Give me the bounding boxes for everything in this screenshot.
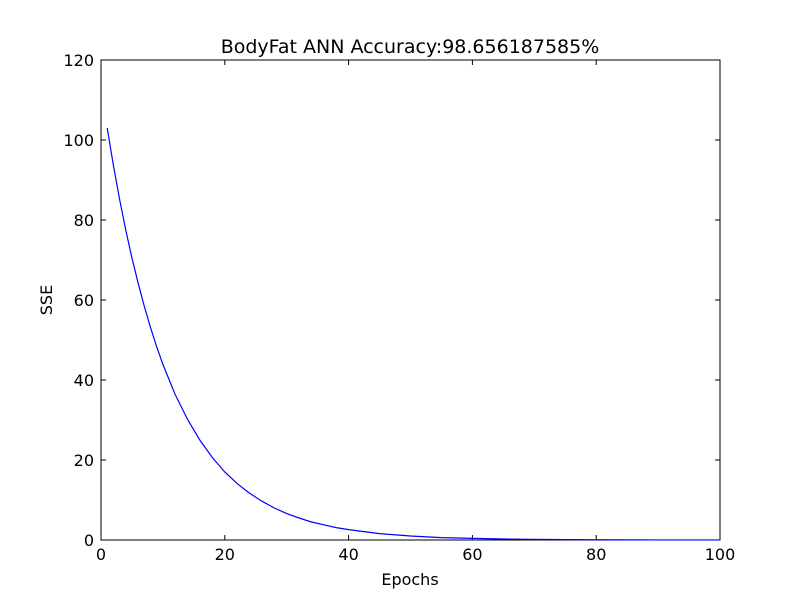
y-tick-label: 20	[74, 451, 94, 470]
x-tick-label: 40	[338, 545, 358, 564]
y-tick-label: 0	[84, 531, 94, 550]
chart-title: BodyFat ANN Accuracy:98.656187585%	[221, 36, 600, 58]
x-tick-label: 0	[96, 545, 106, 564]
x-tick-label: 80	[586, 545, 606, 564]
y-tick-label: 120	[63, 51, 94, 70]
plot-area: 0 20 40 60 80 100 0 20 40 60 80 100 120	[63, 51, 735, 564]
series-line	[106, 127, 720, 541]
y-tick-label: 40	[74, 371, 94, 390]
y-axis-label: SSE	[37, 285, 56, 315]
y-tick-label: 100	[63, 131, 94, 150]
axes-frame	[100, 59, 721, 541]
y-ticks: 0 20 40 60 80 100 120	[63, 51, 720, 550]
y-tick-label: 60	[74, 291, 94, 310]
x-tick-label: 100	[705, 545, 736, 564]
y-tick-label: 80	[74, 211, 94, 230]
x-tick-label: 20	[215, 545, 235, 564]
x-ticks: 0 20 40 60 80 100	[96, 60, 735, 564]
x-tick-label: 60	[462, 545, 482, 564]
x-axis-label: Epochs	[381, 570, 438, 589]
